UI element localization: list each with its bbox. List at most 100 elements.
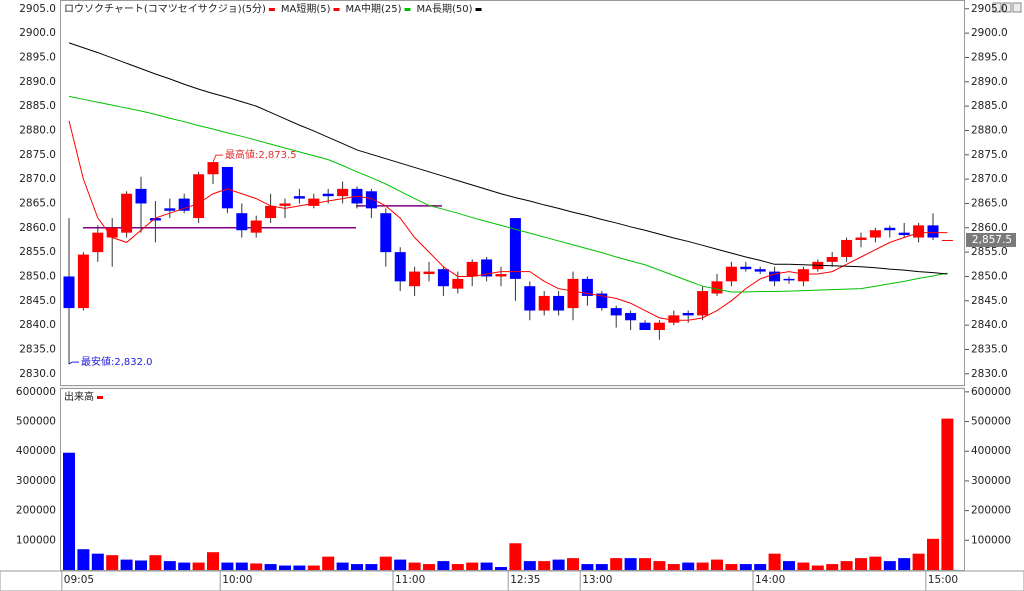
candle-body xyxy=(394,252,406,282)
volume-bar xyxy=(351,564,363,570)
volume-bar xyxy=(624,558,637,570)
y-tick-label-right: 200000 xyxy=(971,505,1011,517)
y-tick-label: 2905.0 xyxy=(19,3,56,15)
y-tick-label-right: 2830.0 xyxy=(971,368,1008,380)
candle-body xyxy=(509,218,521,279)
volume-bar xyxy=(149,555,162,570)
candle-body xyxy=(754,269,766,272)
y-tick-label: 2830.0 xyxy=(19,368,56,380)
volume-bar xyxy=(711,559,723,570)
left-axis xyxy=(0,0,60,571)
candle-body xyxy=(524,286,536,311)
candle-body xyxy=(164,208,176,211)
x-tick-label: 12:35 xyxy=(510,574,540,586)
candle-body xyxy=(466,261,478,277)
volume-bar xyxy=(437,561,450,570)
y-tick-label: 2880.0 xyxy=(19,124,56,136)
volume-bar xyxy=(336,562,349,570)
candle-body xyxy=(322,193,334,197)
candle-body xyxy=(740,266,752,270)
volume-bar xyxy=(538,561,551,570)
candle-body xyxy=(668,315,680,323)
candle-body xyxy=(913,225,925,238)
ma-line xyxy=(68,95,948,293)
volume-bar xyxy=(667,564,680,570)
candle-body xyxy=(365,191,377,209)
volume-bar xyxy=(480,562,493,570)
y-tick-label: 2895.0 xyxy=(19,51,56,63)
y-tick-label-right: 2865.0 xyxy=(971,197,1008,209)
candle-body xyxy=(769,271,781,282)
volume-bar xyxy=(840,561,853,570)
candle-body xyxy=(797,269,809,282)
candle-body xyxy=(826,257,838,262)
volume-bar xyxy=(811,565,824,570)
volume-bar xyxy=(523,561,536,570)
volume-bar xyxy=(826,564,839,570)
volume-bar xyxy=(768,553,781,570)
volume-bar xyxy=(379,556,392,570)
candle-body xyxy=(538,295,550,311)
candle-body xyxy=(178,198,190,211)
volume-bar xyxy=(725,564,738,570)
y-tick-label-right: 2900.0 xyxy=(971,27,1008,39)
volume-bar xyxy=(293,565,306,570)
candle-body xyxy=(149,218,161,221)
ma-line xyxy=(68,120,948,321)
volume-bar xyxy=(927,538,939,570)
candle-body xyxy=(855,237,867,240)
y-tick-label: 300000 xyxy=(16,475,56,487)
candle-body xyxy=(610,308,622,316)
y-tick-label-right: 500000 xyxy=(971,416,1011,428)
candle-body xyxy=(423,271,435,275)
volume-bar xyxy=(682,562,695,570)
y-tick-label: 600000 xyxy=(16,386,56,398)
candle-body xyxy=(221,166,233,209)
candle-body xyxy=(337,188,349,197)
candle-body xyxy=(869,230,881,238)
candle-body xyxy=(567,278,579,309)
volume-bar xyxy=(653,561,666,570)
x-tick-label: 09:05 xyxy=(64,574,94,586)
candle-body xyxy=(293,196,305,199)
legend-swatch xyxy=(475,8,482,11)
volume-bar xyxy=(869,556,882,570)
candle-body xyxy=(898,232,910,236)
volume-bar xyxy=(307,565,320,570)
x-tick-label: 10:00 xyxy=(222,574,252,586)
volume-bar xyxy=(106,555,119,570)
volume-bar xyxy=(451,564,464,570)
annotation-label: 最安値:2,832.0 xyxy=(81,355,153,368)
candle-body xyxy=(250,220,262,233)
volume-bar xyxy=(567,558,579,570)
candle-body xyxy=(653,322,665,331)
candle-body xyxy=(92,232,104,253)
volume-bar xyxy=(235,562,248,570)
candle-body xyxy=(121,193,133,233)
candle-body xyxy=(941,239,953,241)
x-tick-label: 15:00 xyxy=(928,574,958,586)
volume-bar xyxy=(135,560,147,570)
candle-body xyxy=(711,281,723,294)
candle-body xyxy=(495,274,507,277)
volume-bar xyxy=(610,558,623,570)
y-tick-label: 200000 xyxy=(16,505,56,517)
y-tick-label: 2840.0 xyxy=(19,319,56,331)
candle-body xyxy=(581,278,593,296)
volume-bar xyxy=(581,564,594,570)
volume-bar xyxy=(322,556,335,570)
y-tick-label-right: 2905.0 xyxy=(971,3,1008,15)
y-tick-label-right: 2855.0 xyxy=(971,246,1008,258)
volume-bar xyxy=(552,559,565,570)
volume-bar xyxy=(595,564,608,570)
y-tick-label-right: 2895.0 xyxy=(971,51,1008,63)
y-tick-label-right: 2875.0 xyxy=(971,149,1008,161)
y-tick-label-right: 2850.0 xyxy=(971,270,1008,282)
candle-body xyxy=(437,269,449,287)
last-price-tag xyxy=(966,232,1016,247)
candle-body xyxy=(481,259,493,277)
y-tick-label-right: 2835.0 xyxy=(971,343,1008,355)
volume-bar xyxy=(77,549,90,570)
